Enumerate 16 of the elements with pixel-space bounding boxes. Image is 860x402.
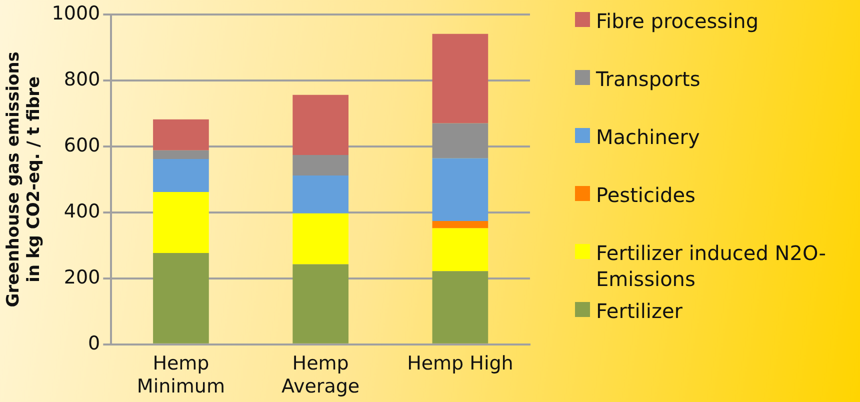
x-tick-label: Hemp High: [407, 352, 514, 375]
legend-label: Fibre processing: [596, 8, 759, 34]
y-axis-title: Greenhouse gas emissions in kg CO2-eq. / t fibre: [4, 52, 44, 308]
y-tick-label: 200: [64, 266, 100, 288]
y-tick-label: 600: [64, 134, 100, 156]
y-tick-label: 0: [88, 332, 100, 354]
x-tick-label: Hemp Average: [282, 352, 360, 398]
legend-label: Fertilizer induced N2O-Emissions: [596, 240, 827, 292]
y-tick-label: 800: [64, 68, 100, 90]
legend-label: Pesticides: [596, 182, 696, 208]
legend-label: Transports: [596, 66, 700, 92]
x-tick-label: Hemp Minimum: [136, 352, 225, 398]
legend-label: Machinery: [596, 124, 700, 150]
y-tick-label: 1000: [52, 2, 100, 24]
legend-label: Fertilizer: [596, 298, 682, 324]
y-tick-label: 400: [64, 200, 100, 222]
